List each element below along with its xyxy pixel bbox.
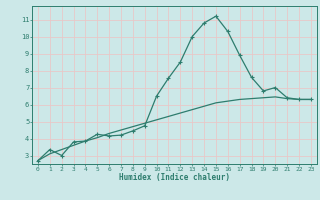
X-axis label: Humidex (Indice chaleur): Humidex (Indice chaleur)	[119, 173, 230, 182]
